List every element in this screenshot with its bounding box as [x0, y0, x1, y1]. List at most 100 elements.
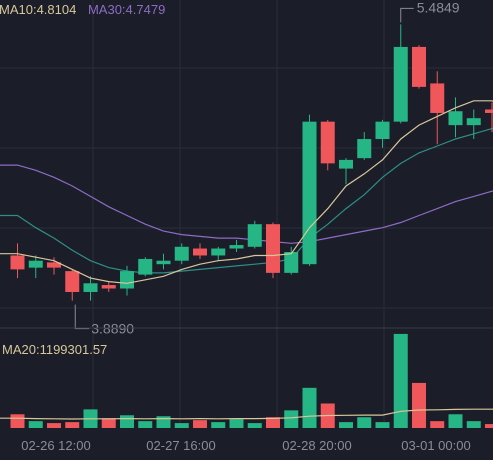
- candle: [120, 265, 134, 296]
- candle: [28, 255, 43, 279]
- candle: [485, 102, 493, 133]
- candle-body: [65, 271, 80, 292]
- volume-bars: [10, 333, 493, 428]
- candle-body: [193, 248, 207, 256]
- candle: [375, 119, 390, 148]
- volume-ma20-line: [0, 407, 493, 420]
- candle-body: [430, 83, 445, 113]
- candle: [320, 119, 335, 171]
- x-axis: 02-26 12:00 02-27 16:00 02-28 20:00 03-01 0…: [21, 438, 470, 453]
- volume-bar: [412, 382, 426, 428]
- candle-body: [284, 252, 299, 273]
- volume-bar: [247, 423, 262, 428]
- candle-body: [211, 248, 226, 256]
- candle-body: [138, 258, 153, 275]
- high-marker-line: [400, 7, 414, 23]
- candle: [10, 243, 25, 279]
- volume-bar: [485, 424, 493, 428]
- volume-bar: [466, 421, 481, 428]
- candle-body: [83, 283, 98, 292]
- volume-bar: [65, 422, 80, 428]
- candle-body: [247, 224, 262, 247]
- volume-bar: [448, 414, 463, 428]
- ma-teal-line: [0, 121, 493, 274]
- candle-body: [393, 46, 408, 122]
- candle-body: [266, 224, 280, 273]
- volume-bar: [10, 414, 25, 428]
- candles: [10, 24, 493, 301]
- candle: [65, 269, 80, 301]
- price-annotations: 5.4849 3.8890: [74, 0, 460, 337]
- volume-bar: [430, 421, 445, 428]
- candle: [393, 24, 408, 124]
- candle-body: [412, 46, 426, 87]
- volume-bar: [138, 421, 153, 428]
- volume-bar: [339, 422, 353, 428]
- candle-body: [466, 118, 481, 126]
- volume-bar: [47, 423, 61, 428]
- candle: [448, 97, 463, 138]
- volume-legend: MA20:1199301.57: [2, 342, 115, 357]
- candle: [412, 45, 426, 89]
- volume-ma20-label: MA20:1199301.57: [2, 342, 108, 357]
- candle: [101, 281, 116, 292]
- candle: [156, 253, 171, 270]
- volume-ma20-series: [0, 407, 493, 420]
- candle-body: [229, 245, 244, 249]
- ma-legend: MA10:4.8104 MA30:4.7479: [0, 2, 173, 17]
- volume-bar: [28, 421, 43, 428]
- candle-body: [339, 159, 353, 169]
- low-marker-line: [74, 304, 90, 330]
- candle-body: [47, 262, 61, 268]
- candle-body: [156, 260, 171, 265]
- volume-bar: [393, 333, 408, 428]
- candle-body: [485, 109, 493, 113]
- volume-bar: [229, 419, 244, 428]
- candle-body: [320, 121, 335, 164]
- volume-bar: [120, 415, 134, 428]
- ma30-line: [0, 164, 493, 244]
- volume-bar: [302, 387, 317, 428]
- candle: [430, 71, 445, 145]
- ma30-series: [0, 164, 493, 244]
- candle: [302, 114, 317, 266]
- candle-body: [101, 285, 116, 289]
- high-price-label: 5.4849: [417, 0, 460, 15]
- volume-bar: [211, 422, 226, 428]
- candle-body: [120, 271, 134, 289]
- volume-bar: [284, 410, 299, 428]
- candle: [357, 132, 372, 160]
- volume-bar: [101, 418, 116, 428]
- ma10-line: [0, 100, 493, 284]
- volume-bar: [174, 423, 189, 428]
- candle-body: [448, 111, 463, 126]
- x-tick-label: 02-26 12:00: [21, 438, 90, 453]
- low-price-label: 3.8890: [91, 321, 134, 337]
- candle: [174, 243, 189, 265]
- volume-bar: [375, 422, 390, 428]
- volume-bar: [266, 417, 280, 428]
- candle: [193, 243, 207, 259]
- ma-teal-series: [0, 121, 493, 274]
- ma10-label: MA10:4.8104: [0, 2, 77, 17]
- ma30-label: MA30:4.7479: [87, 2, 166, 17]
- candle: [266, 222, 280, 279]
- volume-bar: [156, 416, 171, 428]
- candle-body: [375, 121, 390, 140]
- candle-body: [302, 121, 317, 265]
- volume-bar: [193, 420, 207, 428]
- candle: [247, 220, 262, 249]
- candle: [466, 109, 481, 140]
- candle: [284, 246, 299, 275]
- volume-bar: [357, 417, 372, 428]
- candle: [138, 257, 153, 277]
- x-tick-label: 02-28 20:00: [282, 438, 351, 453]
- candle-body: [10, 255, 25, 270]
- candle-body: [174, 246, 189, 261]
- grid-lines: [0, 0, 493, 428]
- x-tick-label: 03-01 00:00: [401, 438, 470, 453]
- candle-body: [28, 260, 43, 268]
- candle: [229, 239, 244, 253]
- candle: [211, 246, 226, 261]
